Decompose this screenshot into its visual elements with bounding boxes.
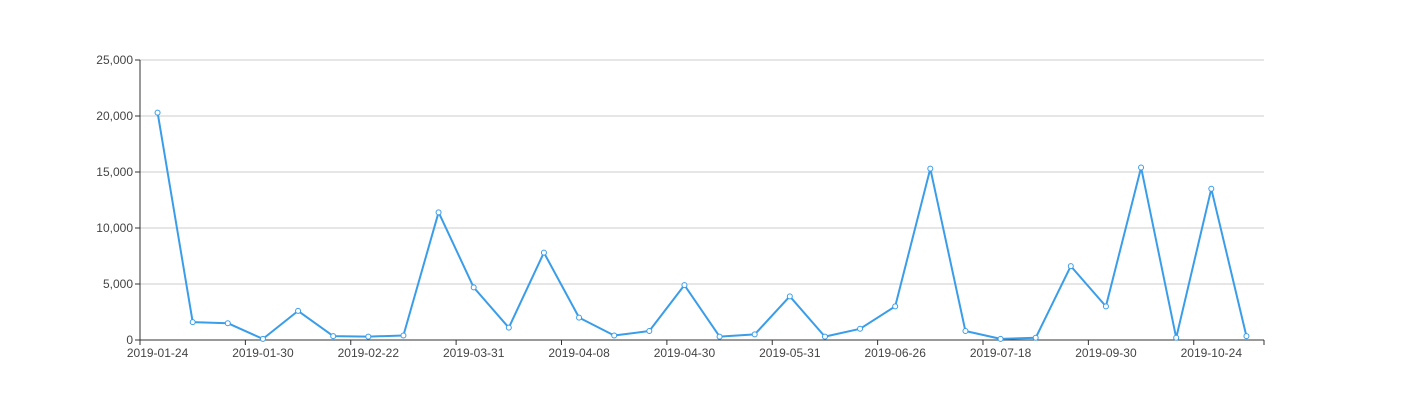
x-tick-label: 2019-04-08 xyxy=(548,346,610,360)
y-tick-label: 10,000 xyxy=(96,221,133,235)
data-point xyxy=(786,293,793,300)
x-tick-label: 2019-06-26 xyxy=(864,346,926,360)
x-tick-label: 2019-03-31 xyxy=(443,346,505,360)
data-point xyxy=(1208,185,1215,192)
data-point xyxy=(857,325,864,332)
x-tick-label: 2019-01-30 xyxy=(232,346,294,360)
data-point xyxy=(681,282,688,289)
x-tick-label: 2019-10-24 xyxy=(1181,346,1243,360)
data-point xyxy=(1138,164,1145,171)
data-point xyxy=(751,331,758,338)
x-tick-label: 2019-04-30 xyxy=(654,346,716,360)
data-point xyxy=(716,333,723,340)
data-point xyxy=(400,332,407,339)
x-tick-label: 2019-02-22 xyxy=(338,346,400,360)
x-tick-label: 2019-07-18 xyxy=(970,346,1032,360)
data-point xyxy=(189,319,196,326)
data-point xyxy=(1102,303,1109,310)
data-point xyxy=(576,314,583,321)
data-point xyxy=(962,328,969,335)
data-point xyxy=(1032,334,1039,341)
data-point xyxy=(540,249,547,256)
gridlines xyxy=(140,59,1264,285)
data-point xyxy=(470,284,477,291)
x-tick-label: 2019-05-31 xyxy=(759,346,821,360)
data-point xyxy=(892,303,899,310)
series-line xyxy=(156,112,1248,340)
data-point xyxy=(154,109,161,116)
data-point xyxy=(1173,334,1180,341)
x-tick-label: 2019-01-24 xyxy=(127,346,189,360)
y-tick-label: 25,000 xyxy=(96,53,133,67)
series-layer xyxy=(154,109,1250,342)
data-point xyxy=(505,324,512,331)
data-point xyxy=(1067,263,1074,270)
data-point xyxy=(997,335,1004,342)
y-tick-label: 0 xyxy=(126,333,133,347)
y-tick-label: 5,000 xyxy=(103,277,133,291)
y-tick-label: 15,000 xyxy=(96,165,133,179)
data-point xyxy=(259,335,266,342)
data-point xyxy=(435,209,442,216)
data-point xyxy=(365,333,372,340)
y-tick-label: 20,000 xyxy=(96,109,133,123)
x-tick-label: 2019-09-30 xyxy=(1075,346,1137,360)
data-point xyxy=(295,307,302,314)
data-point xyxy=(330,333,337,340)
data-point xyxy=(611,332,618,339)
axes: 0 5,000 10,000 15,000 20,000 25,000 2019-01-24… xyxy=(96,53,1265,360)
data-point xyxy=(1243,333,1250,340)
data-point xyxy=(224,320,231,327)
data-point xyxy=(927,165,934,172)
data-point xyxy=(821,333,828,340)
data-point xyxy=(646,328,653,335)
